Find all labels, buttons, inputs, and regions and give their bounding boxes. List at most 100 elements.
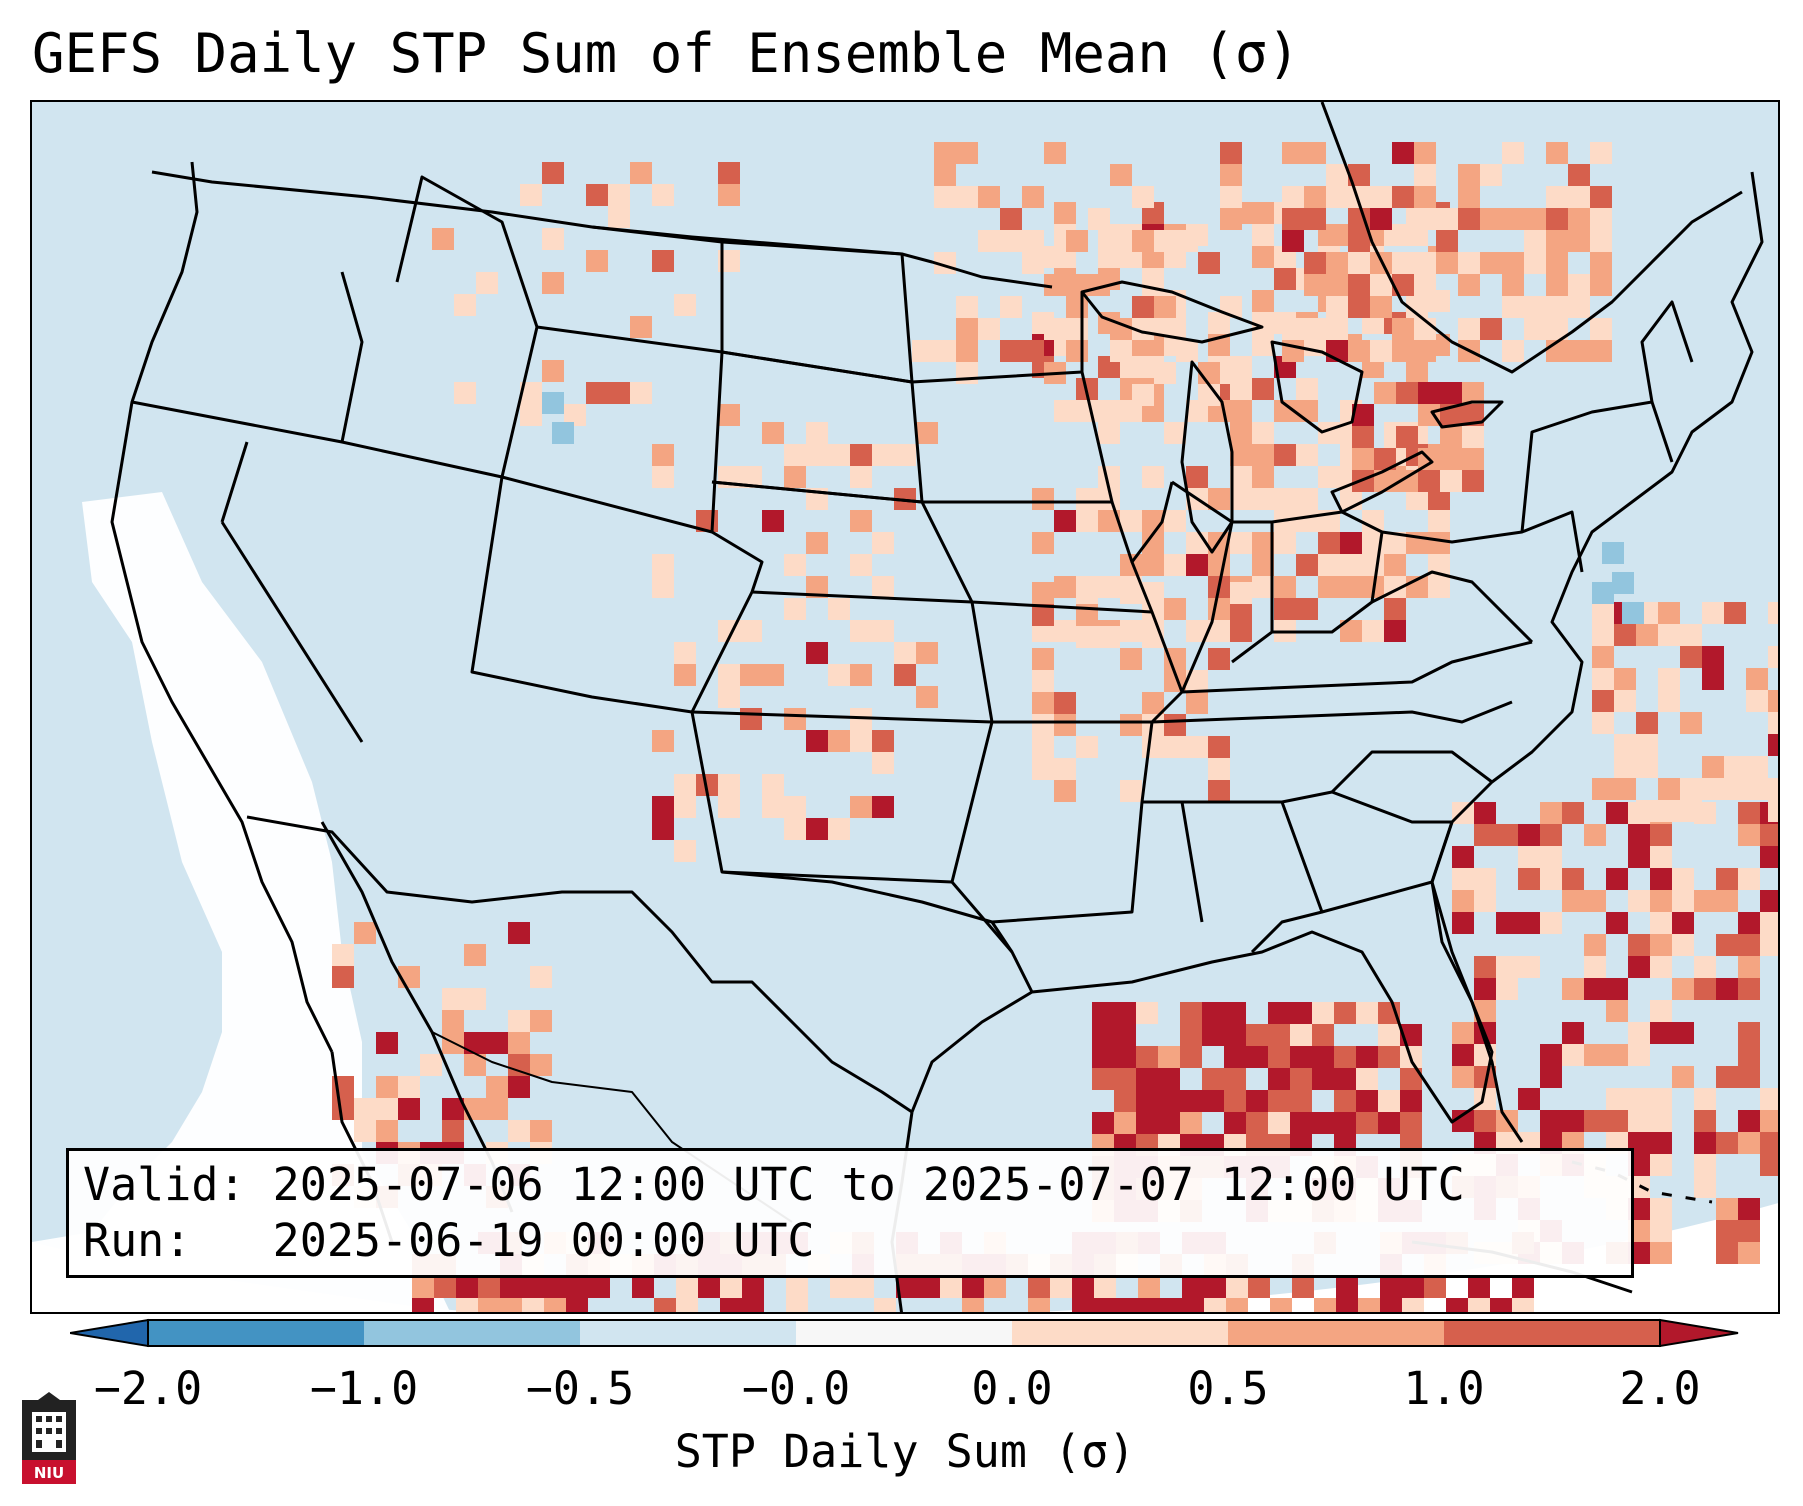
projection-edge-right [1037,1203,1778,1312]
anomaly-cell [1220,142,1242,164]
anomaly-cell [1400,1090,1422,1112]
anomaly-cell [1340,620,1362,642]
anomaly-cell [1568,186,1590,208]
valid-label: Valid: [83,1158,246,1211]
anomaly-cell [1154,362,1176,384]
anomaly-cell [1428,576,1450,598]
anomaly-cell [1628,956,1650,978]
anomaly-cell [1628,890,1650,912]
anomaly-cell [1098,510,1120,532]
anomaly-cell [1292,1276,1314,1298]
anomaly-cell [934,186,956,208]
anomaly-cell [1164,714,1186,736]
anomaly-cell [1050,1276,1072,1298]
anomaly-cell [1230,532,1252,554]
anomaly-cell [1180,1090,1202,1112]
anomaly-cell [1540,1044,1562,1066]
anomaly-cell [1318,532,1340,554]
run-value: 2025-06-19 00:00 UTC [272,1214,815,1267]
anomaly-cell [1414,142,1436,164]
anomaly-cell [1458,252,1480,274]
anomaly-cell [1054,714,1076,736]
anomaly-cell [1518,1088,1540,1110]
anomaly-cell [1296,400,1318,422]
anomaly-cell [1628,1044,1650,1066]
border-mo-ar [992,611,1184,724]
anomaly-cell [1512,1298,1534,1312]
anomaly-cell [1716,1220,1738,1242]
anomaly-cell [566,1276,588,1298]
anomaly-cell [718,184,740,206]
anomaly-cell [530,966,552,988]
anomaly-cell [1414,274,1436,296]
colorbar-over-arrow [1659,1318,1739,1348]
anomaly-cell [376,1098,398,1120]
anomaly-cell [1672,868,1694,890]
anomaly-cell [1658,690,1680,712]
anomaly-cell [1768,734,1778,756]
anomaly-cell [1760,824,1778,846]
anomaly-cell [894,642,916,664]
anomaly-cell [1502,252,1524,274]
anomaly-cell [1312,1002,1334,1024]
anomaly-cell [1768,602,1778,624]
anomaly-cell [1392,318,1414,340]
anomaly-cell [1428,510,1450,532]
anomaly-cell [1592,668,1614,690]
anomaly-cell [542,228,564,250]
anomaly-cell [1032,692,1054,714]
anomaly-cell [1230,466,1252,488]
anomaly-cell [1702,756,1724,778]
anomaly-cell [916,422,938,444]
border-wv-va [1371,570,1534,644]
anomaly-cell [1562,1044,1584,1066]
anomaly-cell [1290,1046,1312,1068]
anomaly-cell [1636,756,1658,778]
anomaly-cell [1204,1276,1226,1298]
anomaly-cell [1154,296,1176,318]
anomaly-cell [1614,690,1636,712]
anomaly-cell [1562,868,1584,890]
anomaly-cell [1358,1298,1380,1312]
anomaly-cell [1540,868,1562,890]
anomaly-cell [1274,444,1296,466]
anomaly-cell [1590,186,1612,208]
anomaly-cell [1458,318,1480,340]
anomaly-cell [1176,230,1198,252]
west-coast [110,161,334,1053]
border-tx-ok [950,881,1014,953]
anomaly-cell [806,532,828,554]
anomaly-cell [520,382,542,404]
anomaly-cell [1334,1112,1356,1134]
anomaly-cell [1612,572,1634,594]
border-wy [501,325,724,534]
anomaly-cell [1452,1066,1474,1088]
anomaly-cell [1224,1090,1246,1112]
anomaly-cell [508,922,530,944]
anomaly-cell [1326,318,1348,340]
anomaly-cell [1180,1024,1202,1046]
anomaly-cell [1562,978,1584,1000]
map-panel [30,100,1780,1314]
run-label: Run: [83,1214,192,1267]
anomaly-cell [1110,164,1132,186]
anomaly-cell [1614,668,1636,690]
anomaly-cell [1392,274,1414,296]
anomaly-cell [1076,736,1098,758]
anomaly-cell [652,818,674,840]
anomaly-cell [1546,318,1568,340]
anomaly-cell [1384,598,1406,620]
anomaly-cell [1202,1090,1224,1112]
anomaly-cell [1246,1112,1268,1134]
anomaly-cell [1098,626,1120,648]
anomaly-cell [674,774,696,796]
anomaly-cell [1480,252,1502,274]
anomaly-cell [1396,426,1418,448]
anomaly-cell [1164,510,1186,532]
anomaly-cell [1636,624,1658,646]
anomaly-cell [1590,252,1612,274]
anomaly-cell [1738,1022,1760,1044]
border-il [1171,480,1234,693]
anomaly-cell [894,444,916,466]
border-in [1231,520,1274,664]
